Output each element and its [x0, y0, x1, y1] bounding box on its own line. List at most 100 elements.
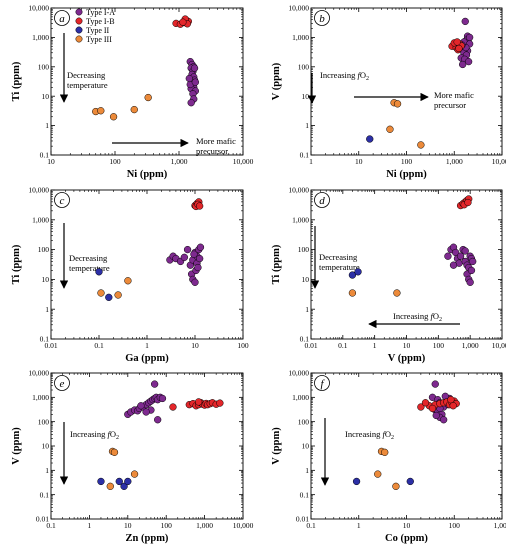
data-point-type_3 [130, 470, 139, 478]
data-point-type_1b [447, 396, 455, 404]
data-point-type_2 [105, 293, 113, 301]
data-point-type_1b [195, 398, 203, 406]
y-axis-label: V (ppm) [271, 62, 282, 100]
plot-frame [50, 7, 244, 156]
y-tick-label: 100 [38, 62, 50, 71]
x-tick-label: 10 [124, 521, 132, 530]
data-point-type_3 [144, 93, 152, 102]
y-tick-label: 100 [298, 417, 310, 426]
x-tick-label: 10,000 [492, 157, 506, 166]
x-tick-label: 100 [449, 521, 461, 530]
data-point-type_2 [124, 477, 132, 486]
data-point-type_1a [196, 243, 205, 251]
data-point-type_1a [461, 247, 469, 255]
y-tick-label: 0.1 [40, 490, 50, 499]
panel-letter-circle [314, 10, 330, 26]
data-point-type_1a [137, 402, 145, 410]
data-point-type_3 [393, 289, 401, 297]
data-point-type_3 [393, 100, 402, 108]
data-point-type_1a [469, 257, 477, 266]
data-point-type_3 [97, 289, 105, 297]
chart-panel-d: 0.010.11101001,00010,0000.11101001,00010… [271, 186, 506, 364]
annotation-text: Increasing fO2 [393, 311, 442, 323]
chart-panel-a: 10 100 1,000 10,000 0.1 1 10 100 1,000 10,000 Ni (… [11, 4, 254, 180]
data-point-type_1a [431, 380, 439, 388]
panel-letter: d [319, 195, 325, 207]
chart-panel-b: 1101001,00010,0000.11101001,00010,000Ni … [271, 4, 506, 180]
panel-letter-circle [314, 375, 330, 391]
legend-marker-type_2 [75, 26, 83, 34]
data-point-type_1b [453, 38, 461, 46]
legend-marker-type_1a [75, 8, 83, 16]
data-point-type_3 [124, 277, 132, 285]
x-tick-label: 1 [145, 341, 149, 350]
data-point-type_1a [191, 78, 199, 86]
legend-label: Type III [86, 35, 112, 44]
data-point-type_1a [465, 33, 474, 42]
data-point-type_1b [216, 399, 224, 407]
y-tick-label: 0.1 [300, 490, 310, 499]
y-tick-label: 10,000 [28, 4, 49, 13]
data-point-type_1a [196, 254, 204, 263]
x-tick-label: 1,000 [494, 521, 506, 530]
data-point-type_1a [150, 380, 159, 388]
data-point-type_1a [449, 261, 458, 269]
annotation-text: More mafic [196, 136, 236, 146]
data-point-type_2 [348, 271, 357, 279]
data-point-type_1b [179, 18, 187, 26]
plot-frame [50, 372, 244, 520]
y-tick-label: 1 [45, 121, 49, 130]
data-point-type_1b [417, 403, 425, 411]
x-tick-label: 1 [373, 341, 377, 350]
y-tick-label: 0.1 [300, 335, 310, 344]
chart-panel-e: 0.1 1 10 100 1,000 10,0000.010.11101001,00010… [11, 369, 254, 544]
annotation-text: Decreasing [69, 253, 108, 263]
x-tick-label: 100 [433, 341, 445, 350]
y-tick-label: 1,000 [32, 393, 49, 402]
x-tick-label: 0.1 [46, 521, 56, 530]
x-tick-label: 1,000 [196, 521, 213, 530]
y-axis-label: Ti (ppm) [11, 61, 22, 101]
data-point-type_3 [386, 125, 394, 133]
data-point-type_2 [115, 477, 123, 486]
data-point-type_3 [97, 107, 105, 115]
data-point-type_3 [106, 482, 114, 490]
x-tick-label: 10 [403, 521, 411, 530]
y-tick-label: 1 [305, 466, 309, 475]
panel-letter-circle [54, 192, 70, 208]
x-tick-label: 100 [161, 521, 173, 530]
data-point-type_1a [456, 252, 465, 260]
chart-panel-f: 0.11101001,0000.010.11101001,00010,000Co… [271, 369, 506, 544]
y-tick-label: 1 [305, 121, 309, 130]
x-tick-label: 1,000 [446, 157, 463, 166]
panel-letter-circle [54, 10, 70, 26]
y-tick-label: 0.1 [300, 151, 310, 160]
data-point-type_2 [354, 268, 362, 276]
x-tick-label: 0.1 [306, 521, 316, 530]
x-tick-label: 1 [88, 521, 92, 530]
y-tick-label: 1,000 [292, 393, 309, 402]
data-point-type_3 [348, 289, 357, 297]
panel-letter: c [60, 195, 65, 207]
y-tick-label: 100 [298, 245, 310, 254]
y-tick-label: 1,000 [292, 215, 309, 224]
annotation-text: precursor [434, 100, 466, 110]
data-point-type_3 [381, 448, 389, 456]
data-point-type_2 [120, 482, 128, 490]
x-tick-label: 0.01 [304, 341, 317, 350]
y-tick-label: 1,000 [32, 33, 49, 42]
panel-letter: a [59, 13, 65, 25]
y-tick-label: 1,000 [292, 33, 309, 42]
x-tick-label: 10,000 [233, 521, 254, 530]
annotation-text: Decreasing [319, 252, 358, 262]
plot-frame [310, 7, 503, 156]
data-point-type_3 [417, 141, 425, 149]
data-point-type_2 [352, 477, 361, 486]
data-point-type_1b [455, 44, 463, 53]
data-point-type_1a [466, 278, 474, 286]
plot-frame [310, 372, 503, 520]
y-tick-label: 10 [42, 442, 50, 451]
x-axis-label: V (ppm) [388, 353, 426, 364]
